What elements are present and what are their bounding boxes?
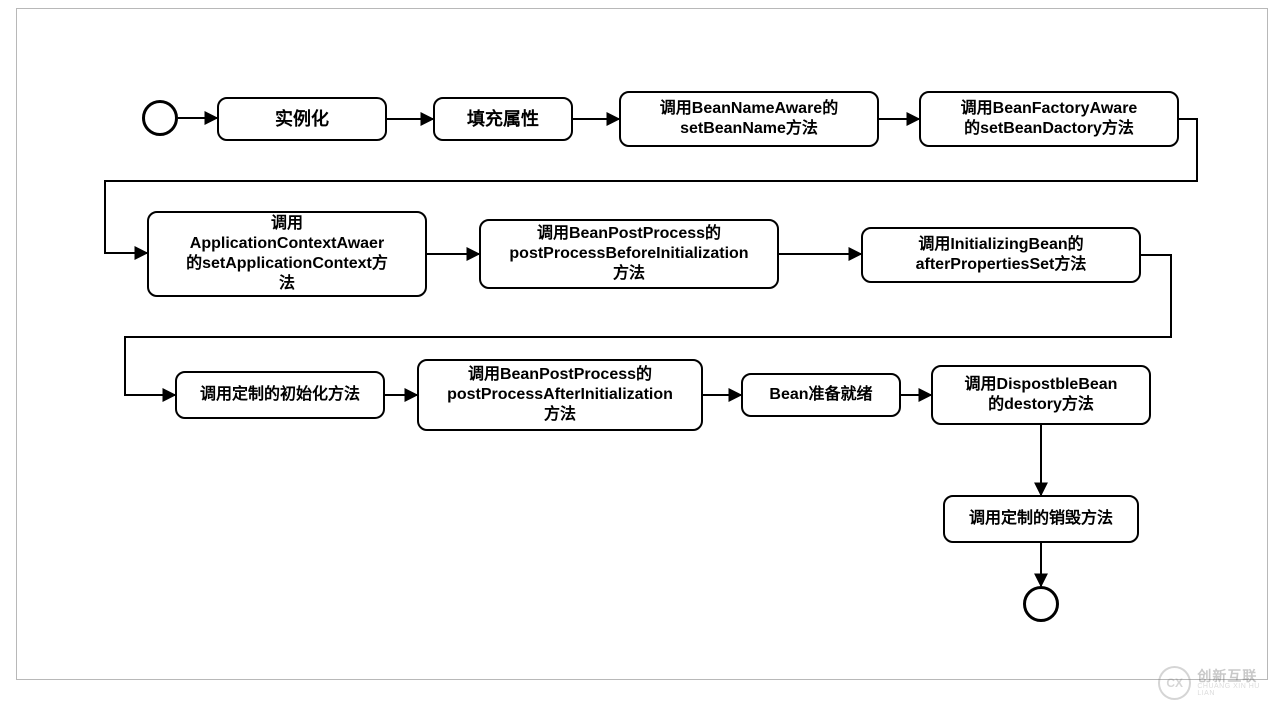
flow-node-n3: 调用BeanNameAware的 setBeanName方法: [619, 91, 879, 147]
flow-node-n1: 实例化: [217, 97, 387, 141]
flow-node-label: 调用BeanPostProcess的 postProcessAfterIniti…: [447, 365, 673, 425]
flow-node-label: 调用BeanNameAware的 setBeanName方法: [660, 99, 838, 139]
start-circle: [142, 100, 178, 136]
flow-node-label: 调用BeanFactoryAware 的setBeanDactory方法: [961, 99, 1138, 139]
flow-node-n6: 调用BeanPostProcess的 postProcessBeforeInit…: [479, 219, 779, 289]
flow-node-label: 实例化: [275, 108, 329, 131]
flow-node-label: 调用 ApplicationContextAwaer 的setApplicati…: [186, 214, 388, 294]
watermark: CX 创新互联 CHUANG XIN HU LIAN: [1158, 664, 1278, 702]
end-circle: [1023, 586, 1059, 622]
flow-node-n2: 填充属性: [433, 97, 573, 141]
canvas: 实例化填充属性调用BeanNameAware的 setBeanName方法调用B…: [0, 0, 1284, 708]
flow-node-label: 调用定制的初始化方法: [200, 385, 360, 405]
flow-node-label: 调用DispostbleBean 的destory方法: [965, 375, 1118, 415]
flow-node-label: 调用定制的销毁方法: [969, 509, 1113, 529]
flow-node-label: 调用BeanPostProcess的 postProcessBeforeInit…: [509, 224, 748, 284]
flow-node-label: 填充属性: [467, 108, 539, 131]
watermark-subtext: CHUANG XIN HU LIAN: [1197, 683, 1278, 697]
flow-node-n4: 调用BeanFactoryAware 的setBeanDactory方法: [919, 91, 1179, 147]
flow-node-n8: 调用定制的初始化方法: [175, 371, 385, 419]
flow-node-n11: 调用DispostbleBean 的destory方法: [931, 365, 1151, 425]
flow-node-label: Bean准备就绪: [769, 385, 872, 405]
flow-node-n12: 调用定制的销毁方法: [943, 495, 1139, 543]
diagram-frame: 实例化填充属性调用BeanNameAware的 setBeanName方法调用B…: [16, 8, 1268, 680]
flow-node-label: 调用InitializingBean的 afterPropertiesSet方法: [916, 235, 1087, 275]
flow-node-n5: 调用 ApplicationContextAwaer 的setApplicati…: [147, 211, 427, 297]
flow-node-n9: 调用BeanPostProcess的 postProcessAfterIniti…: [417, 359, 703, 431]
flow-node-n7: 调用InitializingBean的 afterPropertiesSet方法: [861, 227, 1141, 283]
watermark-text: 创新互联: [1197, 669, 1278, 683]
watermark-logo-icon: CX: [1158, 666, 1191, 700]
flow-node-n10: Bean准备就绪: [741, 373, 901, 417]
